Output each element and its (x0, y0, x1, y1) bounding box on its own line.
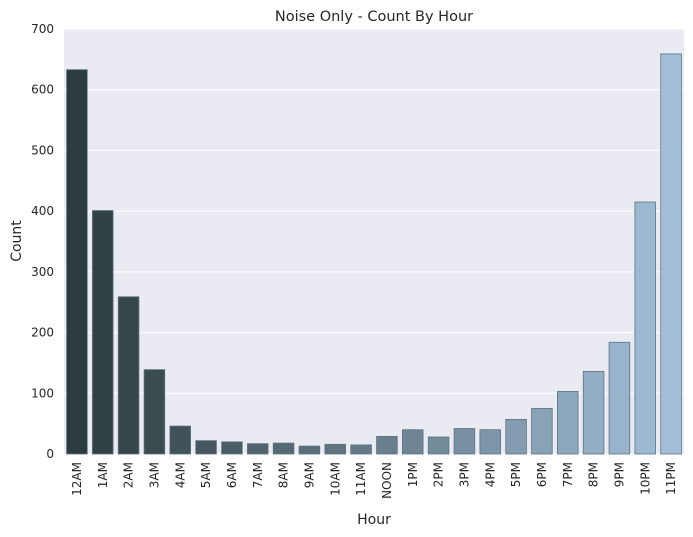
bar-5am (195, 440, 217, 455)
x-tick-label: 12AM (70, 462, 84, 496)
y-tick-label: 600 (31, 83, 54, 97)
bar-3am (143, 369, 166, 455)
y-tick-label: 300 (31, 265, 54, 279)
bar-10pm (634, 201, 656, 455)
x-tick-label: 5AM (199, 462, 213, 488)
y-axis-label: Count (9, 220, 25, 262)
chart-title: Noise Only - Count By Hour (275, 9, 473, 25)
x-tick-label: 11PM (664, 462, 678, 495)
bar-11am (350, 444, 372, 455)
x-axis-label: Hour (357, 512, 391, 528)
x-tick-labels: 12AM 1AM 2AM 3AM 4AM 5AM 6AM 7AM 8AM 9AM 10AM 11AM N… (70, 462, 678, 499)
x-tick-label: 7PM (561, 462, 575, 487)
bars (66, 53, 682, 455)
bar-7am (247, 443, 269, 455)
bar-6pm (531, 408, 553, 455)
bar-5pm (505, 418, 527, 455)
x-tick-label: 3PM (457, 462, 471, 487)
x-tick-label: 6AM (225, 462, 239, 488)
x-tick-label: 4AM (173, 462, 187, 488)
x-tick-label: 3AM (147, 462, 161, 488)
bar-2pm (427, 436, 450, 455)
bar-1pm (402, 429, 424, 455)
x-tick-label: 4PM (483, 462, 497, 487)
gridlines (64, 28, 684, 455)
y-tick-label: 400 (31, 204, 54, 218)
bar-noon (376, 435, 398, 455)
x-tick-label: NOON (380, 462, 394, 499)
x-tick-label: 2AM (122, 462, 136, 488)
x-tick-label: 2PM (432, 462, 446, 487)
bar-6am (221, 441, 243, 455)
y-tick-label: 500 (31, 143, 54, 157)
x-tick-label: 9PM (612, 462, 626, 487)
y-tick-label: 0 (46, 447, 54, 461)
x-tick-label: 7AM (251, 462, 265, 488)
bar-1am (92, 210, 114, 455)
bar-9pm (608, 341, 631, 455)
x-tick-label: 1PM (406, 462, 420, 487)
bar-11pm (660, 53, 682, 455)
bar-3pm (453, 428, 476, 455)
bar-7pm (557, 391, 579, 455)
y-tick-label: 200 (31, 326, 54, 340)
x-tick-label: 9AM (302, 462, 316, 488)
y-tick-label: 700 (31, 22, 54, 36)
x-tick-label: 10AM (328, 462, 342, 496)
x-tick-label: 8AM (277, 462, 291, 488)
x-tick-label: 6PM (535, 462, 549, 487)
bar-2am (117, 296, 140, 455)
bar-4pm (479, 429, 501, 455)
x-tick-label: 1AM (96, 462, 110, 488)
bar-8am (272, 442, 295, 455)
bar-9am (298, 445, 321, 455)
plot-background (64, 29, 684, 454)
y-tick-labels: 0 100 200 300 400 500 600 700 (31, 22, 54, 461)
bar-4am (169, 425, 191, 455)
bar-10am (324, 443, 346, 455)
y-tick-label: 100 (31, 386, 54, 400)
x-tick-label: 10PM (638, 462, 652, 495)
bar-8pm (582, 371, 605, 455)
x-tick-label: 5PM (509, 462, 523, 487)
x-tick-label: 8PM (587, 462, 601, 487)
x-tick-label: 11AM (354, 462, 368, 496)
bar-12am (66, 69, 88, 455)
